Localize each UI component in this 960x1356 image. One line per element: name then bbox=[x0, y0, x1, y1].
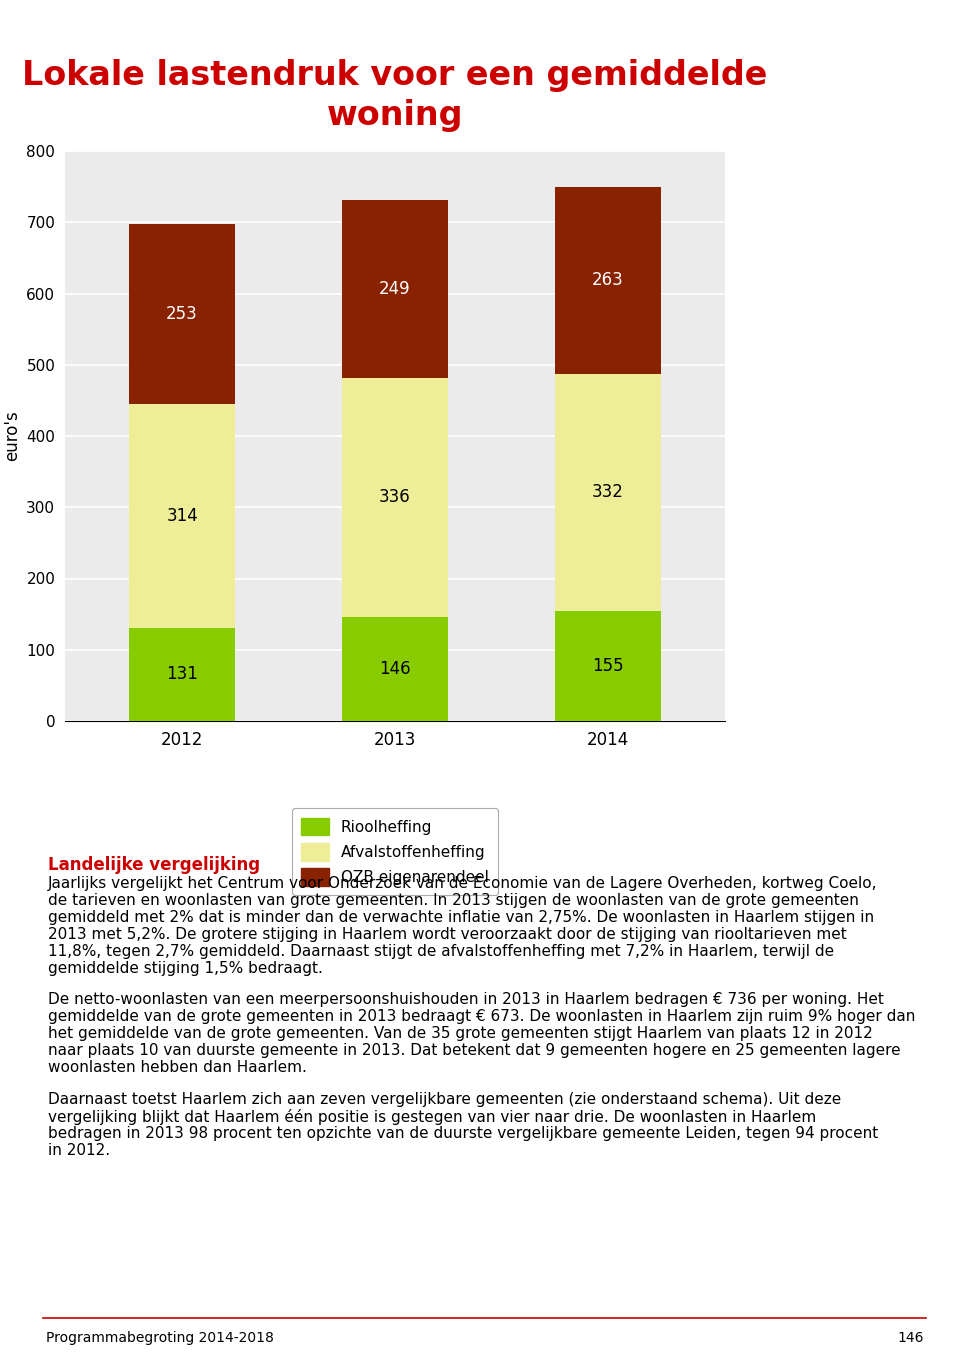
Text: gemiddelde van de grote gemeenten in 2013 bedraagt € 673. De woonlasten in Haarl: gemiddelde van de grote gemeenten in 201… bbox=[48, 1009, 916, 1024]
Text: 332: 332 bbox=[592, 483, 624, 502]
Text: 11,8%, tegen 2,7% gemiddeld. Daarnaast stijgt de afvalstoffenheffing met 7,2% in: 11,8%, tegen 2,7% gemiddeld. Daarnaast s… bbox=[48, 944, 834, 959]
Text: in 2012.: in 2012. bbox=[48, 1143, 110, 1158]
Bar bbox=[555, 610, 661, 721]
Text: Daarnaast toetst Haarlem zich aan zeven vergelijkbare gemeenten (zie onderstaand: Daarnaast toetst Haarlem zich aan zeven … bbox=[48, 1092, 841, 1106]
Text: woning: woning bbox=[326, 99, 464, 133]
Text: 263: 263 bbox=[592, 271, 624, 289]
Bar bbox=[555, 187, 661, 374]
Y-axis label: euro's: euro's bbox=[3, 411, 21, 461]
Text: Programmabegroting 2014-2018: Programmabegroting 2014-2018 bbox=[46, 1332, 274, 1345]
Text: naar plaats 10 van duurste gemeente in 2013. Dat betekent dat 9 gemeenten hogere: naar plaats 10 van duurste gemeente in 2… bbox=[48, 1044, 900, 1059]
Text: gemiddelde stijging 1,5% bedraagt.: gemiddelde stijging 1,5% bedraagt. bbox=[48, 961, 323, 976]
Text: 253: 253 bbox=[166, 305, 198, 323]
Bar bbox=[129, 628, 235, 721]
Text: bedragen in 2013 98 procent ten opzichte van de duurste vergelijkbare gemeente L: bedragen in 2013 98 procent ten opzichte… bbox=[48, 1125, 878, 1140]
Text: de tarieven en woonlasten van grote gemeenten. In 2013 stijgen de woonlasten van: de tarieven en woonlasten van grote geme… bbox=[48, 894, 859, 909]
Bar bbox=[342, 377, 448, 617]
Text: 314: 314 bbox=[166, 507, 198, 525]
Legend: Rioolheffing, Afvalstoffenheffing, OZB eigenarendeel: Rioolheffing, Afvalstoffenheffing, OZB e… bbox=[292, 808, 498, 895]
Bar bbox=[555, 374, 661, 610]
Text: 336: 336 bbox=[379, 488, 411, 506]
Text: Lokale lastendruk voor een gemiddelde: Lokale lastendruk voor een gemiddelde bbox=[22, 60, 768, 92]
Text: 146: 146 bbox=[897, 1332, 924, 1345]
Text: vergelijking blijkt dat Haarlem één positie is gestegen van vier naar drie. De w: vergelijking blijkt dat Haarlem één posi… bbox=[48, 1109, 816, 1124]
Text: 249: 249 bbox=[379, 279, 411, 298]
Bar bbox=[129, 404, 235, 628]
Text: 131: 131 bbox=[166, 666, 198, 683]
Bar bbox=[342, 201, 448, 377]
Bar bbox=[342, 617, 448, 721]
Text: Jaarlijks vergelijkt het Centrum voor Onderzoek van de Economie van de Lagere Ov: Jaarlijks vergelijkt het Centrum voor On… bbox=[48, 876, 877, 891]
Text: woonlasten hebben dan Haarlem.: woonlasten hebben dan Haarlem. bbox=[48, 1060, 307, 1075]
Text: Landelijke vergelijking: Landelijke vergelijking bbox=[48, 856, 260, 875]
Text: het gemiddelde van de grote gemeenten. Van de 35 grote gemeenten stijgt Haarlem : het gemiddelde van de grote gemeenten. V… bbox=[48, 1026, 873, 1041]
Text: 155: 155 bbox=[592, 656, 624, 675]
Bar bbox=[129, 224, 235, 404]
Text: 2013 met 5,2%. De grotere stijging in Haarlem wordt veroorzaakt door de stijging: 2013 met 5,2%. De grotere stijging in Ha… bbox=[48, 928, 847, 942]
Text: gemiddeld met 2% dat is minder dan de verwachte inflatie van 2,75%. De woonlaste: gemiddeld met 2% dat is minder dan de ve… bbox=[48, 910, 875, 925]
Text: De netto-woonlasten van een meerpersoonshuishouden in 2013 in Haarlem bedragen €: De netto-woonlasten van een meerpersoons… bbox=[48, 993, 884, 1008]
Text: 146: 146 bbox=[379, 660, 411, 678]
